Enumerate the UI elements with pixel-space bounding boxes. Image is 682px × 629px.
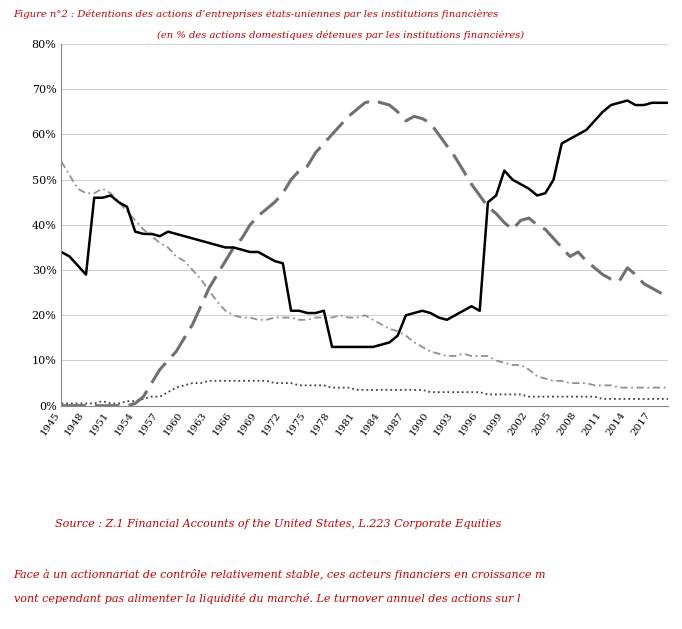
Text: Face à un actionnariat de contrôle relativement stable, ces acteurs financiers e: Face à un actionnariat de contrôle relat… (14, 569, 546, 580)
Text: Fonds de pension: Fonds de pension (169, 457, 268, 467)
Text: (en % des actions domestiques détenues par les institutions financières): (en % des actions domestiques détenues p… (158, 30, 524, 40)
Text: Banques + Brokers et Dealers: Banques + Brokers et Dealers (169, 416, 340, 426)
Text: Compagnies d’assurance: Compagnies d’assurance (169, 437, 310, 447)
Text: Figure n°2 : Détentions des actions d’entreprises états-uniennes par les institu: Figure n°2 : Détentions des actions d’en… (14, 9, 499, 19)
Text: Source : Z.1 Financial Accounts of the United States, L.223 Corporate Equities: Source : Z.1 Financial Accounts of the U… (55, 519, 501, 529)
Text: Total détentions financières/Total des actions de sociétés états-uniennes: Total détentions financières/Total des a… (169, 498, 578, 508)
Text: vont cependant pas alimenter la liquidité du marché. Le turnover annuel des acti: vont cependant pas alimenter la liquidit… (14, 593, 520, 603)
Text: Money Managers: Money Managers (169, 478, 267, 487)
